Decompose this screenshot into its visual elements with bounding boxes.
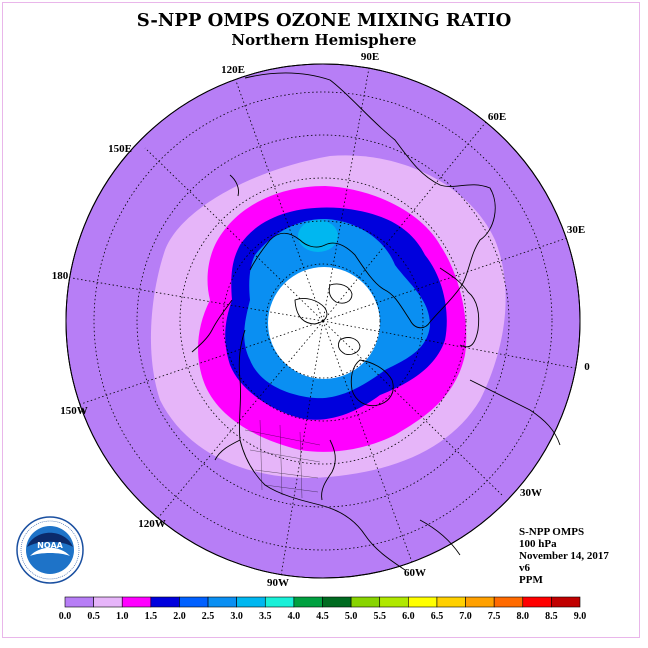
colorbar-swatch [436, 596, 466, 608]
political-boundaries [244, 419, 321, 499]
colorbar-swatch [350, 596, 381, 608]
lon-label-60e: 60E [488, 111, 506, 123]
colorbar-tick-label: 6.0 [402, 611, 415, 622]
colorbar-tick-label: 2.5 [202, 611, 215, 622]
map-frame [2, 2, 640, 638]
lon-label-120e: 120E [221, 64, 245, 76]
colorbar-swatch [64, 596, 94, 608]
latitude-lines [93, 91, 553, 551]
info-block: S-NPP OMPS 100 hPa November 14, 2017 v6 … [519, 526, 609, 586]
colorbar-swatch [322, 596, 352, 608]
colorbar-swatch [93, 596, 123, 608]
colorbar-swatch [551, 596, 581, 608]
polar-map [65, 63, 581, 579]
map-boundary [65, 63, 581, 579]
colorbar-swatch [465, 596, 495, 608]
info-version: v6 [519, 562, 531, 574]
lon-label-30w: 30W [520, 487, 542, 499]
map-subtitle: Northern Hemisphere [231, 31, 416, 49]
lon-label-120w: 120W [138, 518, 166, 530]
lon-label-0: 0 [584, 361, 590, 373]
colorbar-tick-label: 0.0 [59, 611, 72, 622]
colorbar-swatch [121, 596, 152, 608]
longitude-labels: 90E 60E 30E 0 30W 60W 90W 120W 150W 180 … [52, 51, 591, 589]
colorbar-tick-label: 2.0 [173, 611, 186, 622]
noaa-logo-text: NOAA [37, 541, 63, 550]
colorbar-tick-label: 4.0 [288, 611, 301, 622]
noaa-logo: NOAA [16, 516, 84, 584]
colorbar-swatch [379, 596, 409, 608]
map-title: S-NPP OMPS OZONE MIXING RATIO [137, 10, 512, 31]
info-date: November 14, 2017 [519, 550, 609, 562]
colorbar-tick-label: 1.0 [116, 611, 129, 622]
info-units: PPM [519, 574, 543, 586]
colorbar-swatch [179, 596, 209, 608]
colorbar-tick-label: 8.5 [545, 611, 558, 622]
colorbar-tick-label: 4.5 [316, 611, 329, 622]
colorbar-tick-label: 9.0 [574, 611, 587, 622]
colorbar-tick-label: 1.5 [145, 611, 158, 622]
info-level: 100 hPa [519, 538, 557, 550]
colorbar-tick-label: 8.0 [517, 611, 530, 622]
colorbar-swatch [522, 596, 552, 608]
colorbar-tick-label: 6.5 [431, 611, 444, 622]
colorbar-swatch [207, 596, 237, 608]
coastlines [191, 72, 561, 571]
colorbar-tick-label: 3.5 [259, 611, 272, 622]
colorbar-tick-label: 0.5 [87, 611, 100, 622]
colorbar: 0.0 0.5 1.0 1.5 2.0 2.5 3.0 3.5 4.0 4.5 5.0 5.5 6.0 6… [59, 596, 587, 622]
colorbar-tick-label: 5.5 [373, 611, 386, 622]
lon-label-90e: 90E [361, 51, 379, 63]
colorbar-tick-label: 7.5 [488, 611, 501, 622]
lon-label-30e: 30E [567, 224, 585, 236]
colorbar-swatch [293, 596, 323, 608]
lon-label-180: 180 [52, 270, 69, 282]
lon-label-90w: 90W [267, 577, 289, 589]
info-instrument: S-NPP OMPS [519, 526, 584, 538]
colorbar-tick-label: 3.0 [230, 611, 243, 622]
colorbar-swatch [236, 596, 266, 608]
colorbar-swatch [408, 596, 438, 608]
colorbar-tick-label: 5.0 [345, 611, 358, 622]
meridian-lines [71, 67, 576, 577]
colorbar-swatch [493, 596, 524, 608]
lon-label-150e: 150E [108, 143, 132, 155]
colorbar-swatch [264, 596, 295, 608]
colorbar-swatch [150, 596, 180, 608]
lon-label-150w: 150W [60, 405, 88, 417]
lon-label-60w: 60W [404, 567, 426, 579]
colorbar-tick-label: 7.0 [459, 611, 472, 622]
